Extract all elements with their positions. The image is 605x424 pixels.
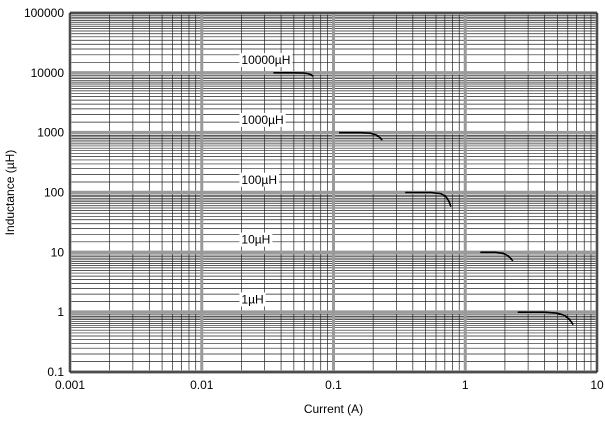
y-tick-labels: 0.1 1 10 100 1000 10000 100000 (24, 6, 64, 379)
series-line-2 (405, 191, 452, 207)
series-lines (273, 72, 574, 326)
series-label-background-1 (239, 112, 286, 127)
y-tick-label: 0.1 (47, 365, 64, 379)
x-axis-title: Current (A) (304, 402, 363, 416)
x-tick-label: 10 (590, 378, 604, 392)
x-tick-label: 0.1 (325, 378, 342, 392)
y-tick-label: 100000 (24, 6, 64, 20)
series-line-4 (517, 311, 574, 326)
series-labels: 10000µH 1000µH 100µH 10µH 1µH (239, 53, 293, 307)
x-tick-label: 0.01 (190, 378, 214, 392)
y-axis-title: Inductance (µH) (3, 150, 17, 236)
series-label-3: 10µH (241, 233, 270, 247)
series-line-0 (273, 72, 314, 77)
y-tick-label: 10 (51, 245, 65, 259)
series-label-4: 1µH (241, 292, 263, 306)
x-tick-label: 1 (462, 378, 469, 392)
series-line-1 (339, 131, 384, 142)
y-tick-label: 10000 (31, 66, 65, 80)
y-tick-label: 1000 (37, 126, 64, 140)
series-label-1: 1000µH (241, 113, 283, 127)
series-label-2: 100µH (241, 173, 277, 187)
series-label-background-0 (239, 53, 293, 68)
series-line-3 (480, 251, 514, 262)
x-tick-label: 0.001 (55, 378, 85, 392)
series-label-background-4 (239, 292, 266, 307)
series-label-0: 10000µH (241, 53, 290, 67)
series-label-background-2 (239, 172, 280, 187)
plot-frame (69, 12, 598, 373)
x-tick-labels: 0.001 0.01 0.1 1 10 (55, 378, 604, 392)
series-label-background-3 (239, 232, 273, 247)
y-tick-label: 1 (57, 305, 64, 319)
y-tick-label: 100 (44, 186, 64, 200)
